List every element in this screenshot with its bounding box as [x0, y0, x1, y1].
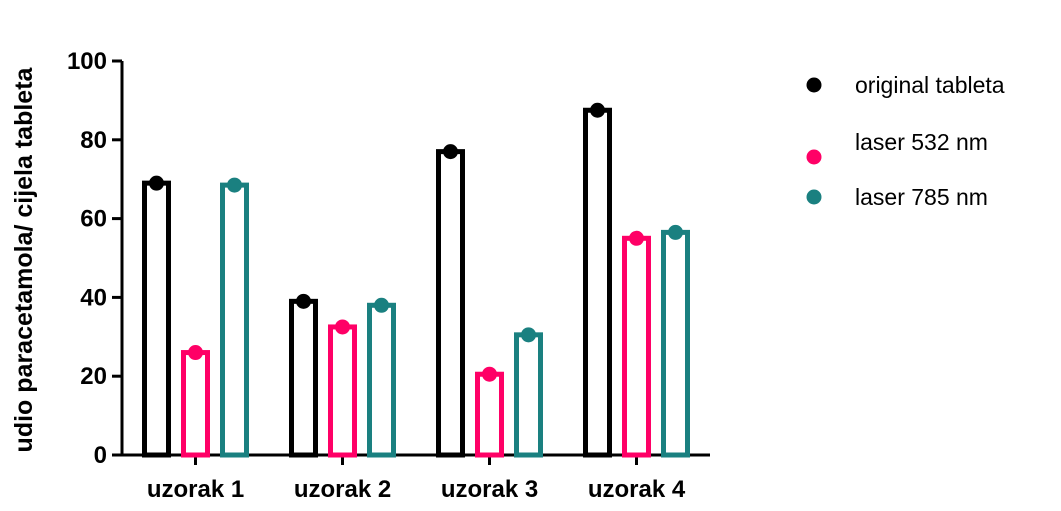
- legend-label: laser 785 nm: [855, 184, 988, 210]
- bar: [142, 180, 171, 458]
- y-tick-label: 40: [80, 284, 107, 311]
- x-tick-label: uzorak 2: [294, 476, 391, 503]
- bar: [181, 350, 210, 458]
- y-tick-label: 80: [80, 127, 107, 154]
- bar: [514, 332, 543, 458]
- y-tick-label: 0: [94, 442, 107, 469]
- legend-label: laser 532 nm: [855, 129, 988, 155]
- legend: original tableta laser 532 nm laser 785 nm: [806, 72, 1005, 210]
- bar-marker: [443, 144, 458, 160]
- bar-marker: [227, 177, 242, 193]
- x-tick-label: uzorak 4: [588, 476, 686, 503]
- y-tick-label: 20: [80, 363, 107, 390]
- axes: 0 20 40 60 80 100 uzorak 1 uzorak 2 uzorak 3 uzor…: [67, 48, 710, 503]
- bar-marker: [668, 224, 683, 240]
- bar-marker: [188, 345, 203, 361]
- bar: [583, 107, 612, 458]
- y-tick-label: 100: [67, 48, 107, 75]
- bar: [367, 302, 396, 458]
- bar: [661, 229, 690, 458]
- legend-marker: [806, 189, 822, 205]
- legend-marker: [806, 77, 822, 93]
- bar-marker: [590, 102, 605, 118]
- bar: [328, 324, 357, 458]
- bar: [436, 149, 465, 458]
- bar-marker: [521, 327, 536, 343]
- x-tick-label: uzorak 1: [147, 476, 244, 503]
- legend-label: original tableta: [855, 72, 1005, 98]
- bar-marker: [374, 297, 389, 313]
- y-axis-title: udio paracetamola/ cijela tableta: [10, 66, 38, 452]
- x-tick-label: uzorak 3: [441, 476, 538, 503]
- bar-marker: [335, 319, 350, 335]
- bar: [475, 371, 504, 458]
- bar-marker: [149, 175, 164, 191]
- bar-marker: [482, 366, 497, 382]
- bar-marker: [629, 230, 644, 246]
- bar-marker: [296, 293, 311, 309]
- bar: [622, 235, 651, 458]
- y-tick-label: 60: [80, 206, 107, 233]
- legend-marker: [806, 149, 822, 165]
- bar: [220, 182, 249, 458]
- bar: [289, 298, 318, 458]
- bars: [142, 102, 690, 458]
